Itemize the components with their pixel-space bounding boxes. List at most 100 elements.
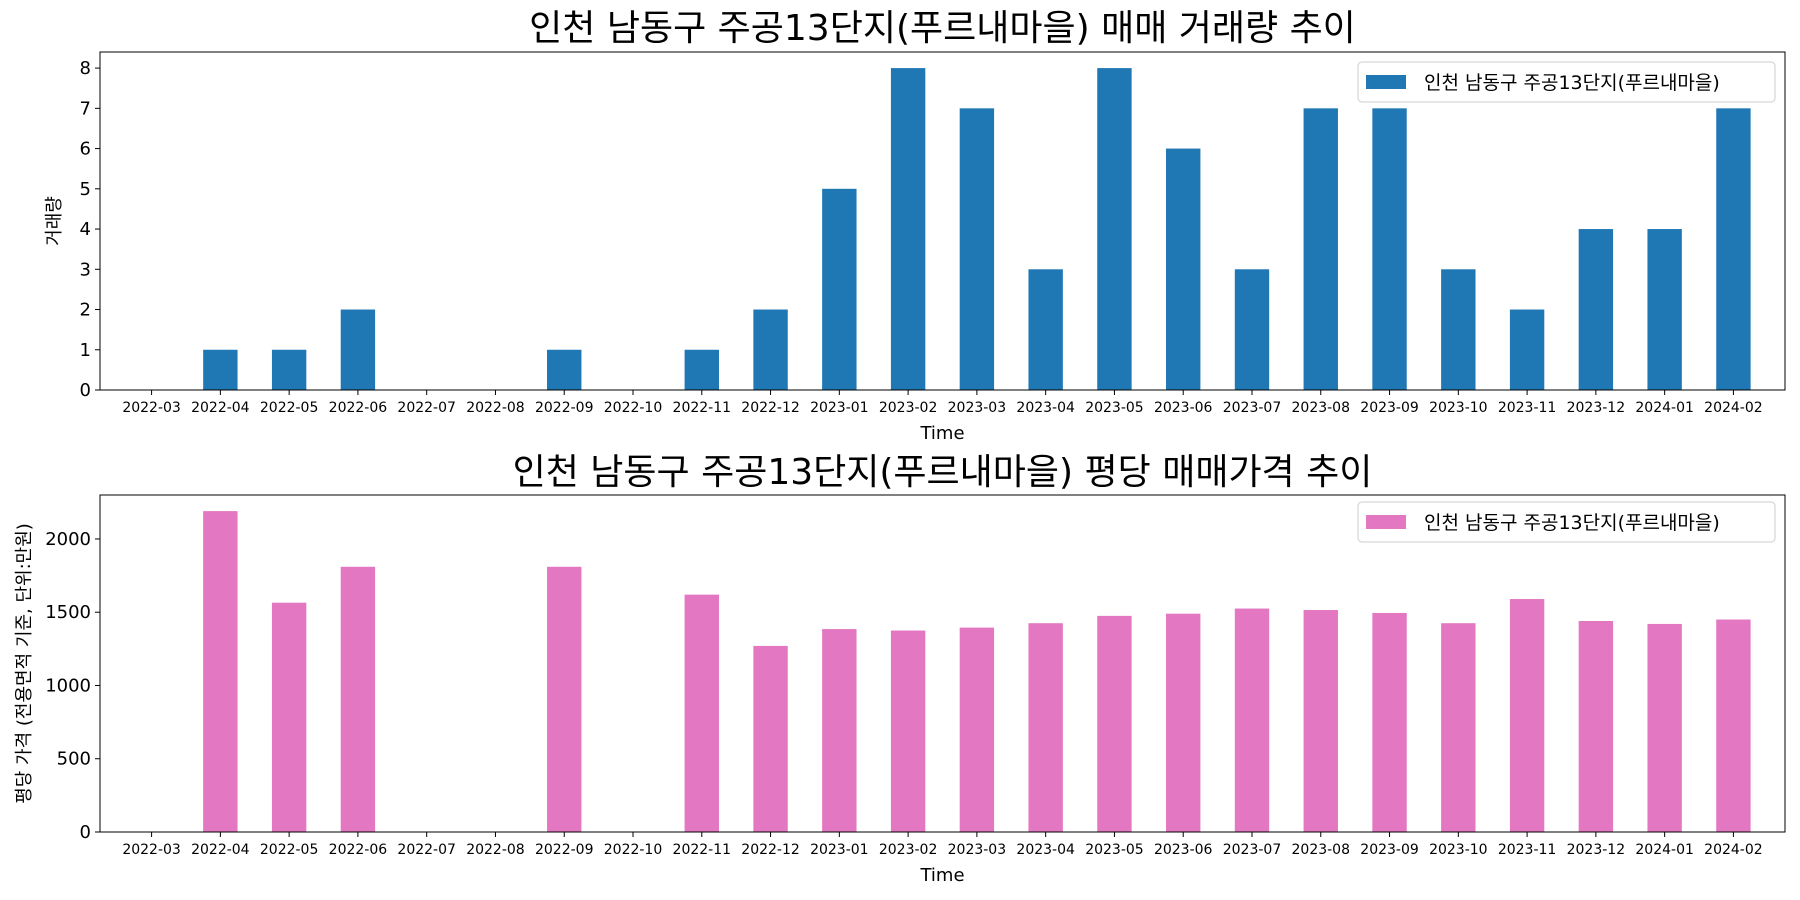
legend-label: 인천 남동구 주공13단지(푸르내마을) (1424, 72, 1720, 94)
bar-2023-08 (1303, 108, 1338, 390)
y-tick-label: 0 (80, 822, 91, 843)
y-tick-label: 0 (80, 380, 91, 401)
x-tick-label: 2022-07 (397, 842, 456, 858)
x-tick-label: 2023-10 (1429, 842, 1488, 858)
y-tick-label: 7 (80, 98, 91, 119)
x-tick-label: 2023-11 (1498, 400, 1557, 416)
y-tick-label: 8 (80, 58, 91, 79)
bar-2023-07 (1234, 608, 1270, 832)
bar-2022-04 (203, 349, 238, 390)
x-tick-label: 2023-04 (1016, 400, 1075, 416)
x-tick-label: 2022-11 (673, 842, 732, 858)
x-tick-label: 2023-04 (1016, 842, 1075, 858)
x-tick-label: 2023-08 (1292, 400, 1351, 416)
x-tick-label: 2022-09 (535, 842, 594, 858)
x-tick-label: 2023-09 (1360, 400, 1419, 416)
bar-2022-12 (753, 309, 788, 390)
bar-2022-11 (684, 594, 719, 832)
x-tick-label: 2023-07 (1223, 400, 1282, 416)
bar-2023-10 (1441, 269, 1476, 390)
bar-2024-02 (1716, 619, 1751, 832)
y-tick-label: 1 (80, 340, 91, 361)
x-tick-label: 2022-08 (466, 400, 525, 416)
x-tick-label: 2022-09 (535, 400, 594, 416)
bar-2023-09 (1372, 108, 1407, 390)
x-tick-label: 2024-01 (1635, 842, 1694, 858)
x-tick-label: 2022-11 (673, 400, 732, 416)
x-tick-label: 2023-07 (1223, 842, 1282, 858)
x-tick-label: 2022-07 (397, 400, 456, 416)
legend-label: 인천 남동구 주공13단지(푸르내마을) (1424, 512, 1720, 534)
bar-2023-03 (959, 108, 995, 390)
bar-2023-08 (1303, 610, 1338, 832)
x-tick-label: 2022-10 (604, 842, 663, 858)
bar-2023-11 (1509, 309, 1545, 390)
x-tick-label: 2023-10 (1429, 400, 1488, 416)
bar-2023-04 (1028, 269, 1063, 390)
bar-2022-05 (271, 602, 307, 832)
bar-2023-05 (1097, 68, 1132, 390)
bar-2023-02 (890, 68, 926, 390)
x-tick-label: 2023-11 (1498, 842, 1557, 858)
x-tick-label: 2024-02 (1704, 842, 1763, 858)
chart-title: 인천 남동구 주공13단지(푸르내마을) 평당 매매가격 추이 (513, 452, 1373, 493)
bar-2023-12 (1578, 621, 1614, 832)
legend-swatch (1366, 75, 1406, 89)
chart-title: 인천 남동구 주공13단지(푸르내마을) 매매 거래량 추이 (529, 8, 1356, 49)
x-tick-label: 2024-02 (1704, 400, 1763, 416)
x-axis-label: Time (919, 865, 964, 886)
x-tick-label: 2023-06 (1154, 400, 1213, 416)
y-tick-label: 500 (57, 749, 91, 770)
y-tick-label: 4 (80, 219, 91, 240)
plot-frame (99, 51, 1786, 391)
legend-box (1357, 501, 1776, 543)
x-tick-label: 2023-05 (1085, 842, 1144, 858)
bar-2022-09 (547, 349, 582, 390)
x-tick-label: 2023-03 (948, 842, 1007, 858)
x-tick-label: 2022-06 (329, 842, 388, 858)
bar-2023-09 (1372, 612, 1407, 832)
x-tick-label: 2023-01 (810, 400, 869, 416)
bar-2023-03 (959, 627, 995, 832)
x-tick-label: 2022-12 (741, 400, 800, 416)
x-tick-label: 2023-09 (1360, 842, 1419, 858)
x-tick-label: 2023-01 (810, 842, 869, 858)
x-tick-label: 2023-08 (1292, 842, 1351, 858)
bar-2024-01 (1647, 623, 1682, 832)
x-tick-label: 2022-12 (741, 842, 800, 858)
bar-2024-01 (1647, 229, 1682, 390)
bar-2022-09 (547, 566, 582, 832)
x-tick-label: 2023-02 (879, 400, 938, 416)
bar-2023-07 (1234, 269, 1270, 390)
bar-2024-02 (1716, 108, 1751, 390)
x-tick-label: 2023-02 (879, 842, 938, 858)
bar-2023-02 (890, 630, 926, 832)
plot-frame (99, 494, 1786, 833)
y-tick-label: 1000 (45, 675, 91, 696)
y-axis-label: 거래량 (44, 196, 65, 246)
x-tick-label: 2022-04 (191, 400, 250, 416)
bar-2023-01 (822, 629, 857, 832)
x-tick-label: 2022-04 (191, 842, 250, 858)
bar-2022-05 (271, 349, 307, 390)
y-tick-label: 6 (80, 139, 91, 160)
x-tick-label: 2022-08 (466, 842, 525, 858)
bar-2023-06 (1166, 613, 1201, 832)
x-tick-label: 2023-12 (1567, 400, 1626, 416)
bar-2023-06 (1166, 148, 1201, 390)
x-tick-label: 2023-06 (1154, 842, 1213, 858)
x-tick-label: 2023-05 (1085, 400, 1144, 416)
x-tick-label: 2024-01 (1635, 400, 1694, 416)
y-tick-label: 2 (80, 300, 91, 321)
x-tick-label: 2022-10 (604, 400, 663, 416)
y-tick-label: 5 (80, 179, 91, 200)
bar-2023-01 (822, 188, 857, 390)
x-axis-label: Time (919, 423, 964, 444)
bar-2022-06 (340, 309, 376, 390)
bar-2023-12 (1578, 229, 1614, 390)
x-tick-label: 2022-06 (329, 400, 388, 416)
y-tick-label: 3 (80, 259, 91, 280)
x-tick-label: 2023-12 (1567, 842, 1626, 858)
